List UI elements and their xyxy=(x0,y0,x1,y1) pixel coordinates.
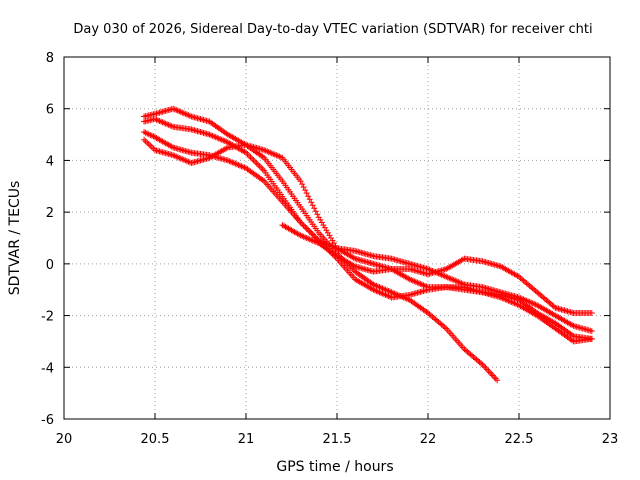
data-point xyxy=(255,161,262,168)
data-point xyxy=(308,199,315,206)
series-track-4 xyxy=(141,128,595,345)
series-track-1 xyxy=(141,105,501,384)
data-point xyxy=(142,138,149,145)
y-tick-label: -4 xyxy=(41,361,54,376)
data-series xyxy=(141,105,595,384)
data-point xyxy=(489,372,496,379)
x-tick-label: 20 xyxy=(56,432,73,447)
data-point xyxy=(246,152,253,159)
data-point xyxy=(491,374,498,381)
x-axis-label: GPS time / hours xyxy=(276,459,393,475)
data-point xyxy=(259,166,266,173)
data-point xyxy=(297,178,304,185)
data-point xyxy=(302,224,309,231)
data-point xyxy=(302,187,309,194)
series-track-5 xyxy=(279,222,595,316)
data-point xyxy=(305,193,312,200)
data-point xyxy=(299,181,306,188)
data-point xyxy=(588,328,595,335)
data-point xyxy=(311,233,318,240)
y-tick-label: 6 xyxy=(46,103,54,118)
x-tick-label: 21.5 xyxy=(323,432,352,447)
x-tick-label: 21 xyxy=(238,432,255,447)
data-point xyxy=(303,225,310,232)
data-point xyxy=(256,163,263,170)
data-point xyxy=(148,144,155,151)
data-point xyxy=(312,208,319,215)
grid xyxy=(64,57,610,419)
data-point xyxy=(145,141,152,148)
data-point xyxy=(306,228,313,235)
data-point xyxy=(252,158,259,165)
x-axis: 20 20.5 21 21.5 22 22.5 23 xyxy=(56,57,619,447)
data-point xyxy=(588,309,595,316)
x-tick-label: 20.5 xyxy=(141,432,170,447)
data-point xyxy=(147,142,154,149)
y-tick-label: 4 xyxy=(46,154,54,169)
data-point xyxy=(253,160,260,167)
data-point xyxy=(309,231,316,238)
data-point xyxy=(247,154,254,161)
data-point xyxy=(303,190,310,197)
data-point xyxy=(258,164,265,171)
data-point xyxy=(250,157,257,164)
data-point xyxy=(300,222,307,229)
data-point xyxy=(492,375,499,382)
y-axis: -6 -4 -2 0 2 4 6 8 xyxy=(41,51,610,428)
y-axis-label: SDTVAR / TECUs xyxy=(7,181,23,296)
data-point xyxy=(482,364,489,371)
data-point xyxy=(486,369,493,376)
data-point xyxy=(308,230,315,237)
data-point xyxy=(311,205,318,212)
data-point xyxy=(249,155,256,162)
data-point xyxy=(494,377,501,384)
data-point xyxy=(305,227,312,234)
data-point xyxy=(299,220,306,227)
y-tick-label: 0 xyxy=(46,258,54,273)
data-point xyxy=(485,367,492,374)
data-point xyxy=(314,211,321,218)
x-tick-label: 22 xyxy=(420,432,437,447)
x-tick-label: 22.5 xyxy=(505,432,534,447)
data-point xyxy=(144,139,151,146)
data-point xyxy=(588,335,595,342)
y-tick-label: -6 xyxy=(41,413,54,428)
data-point xyxy=(488,371,495,378)
y-tick-label: 8 xyxy=(46,51,54,66)
data-point xyxy=(141,136,148,143)
y-tick-label: -2 xyxy=(41,310,54,325)
y-tick-label: 2 xyxy=(46,206,54,221)
data-point xyxy=(300,184,307,191)
x-tick-label: 23 xyxy=(602,432,619,447)
series-track-2 xyxy=(141,116,595,335)
data-point xyxy=(481,363,488,370)
chart-title: Day 030 of 2026, Sidereal Day-to-day VTE… xyxy=(73,22,592,37)
data-point xyxy=(309,202,316,209)
data-point xyxy=(306,196,313,203)
